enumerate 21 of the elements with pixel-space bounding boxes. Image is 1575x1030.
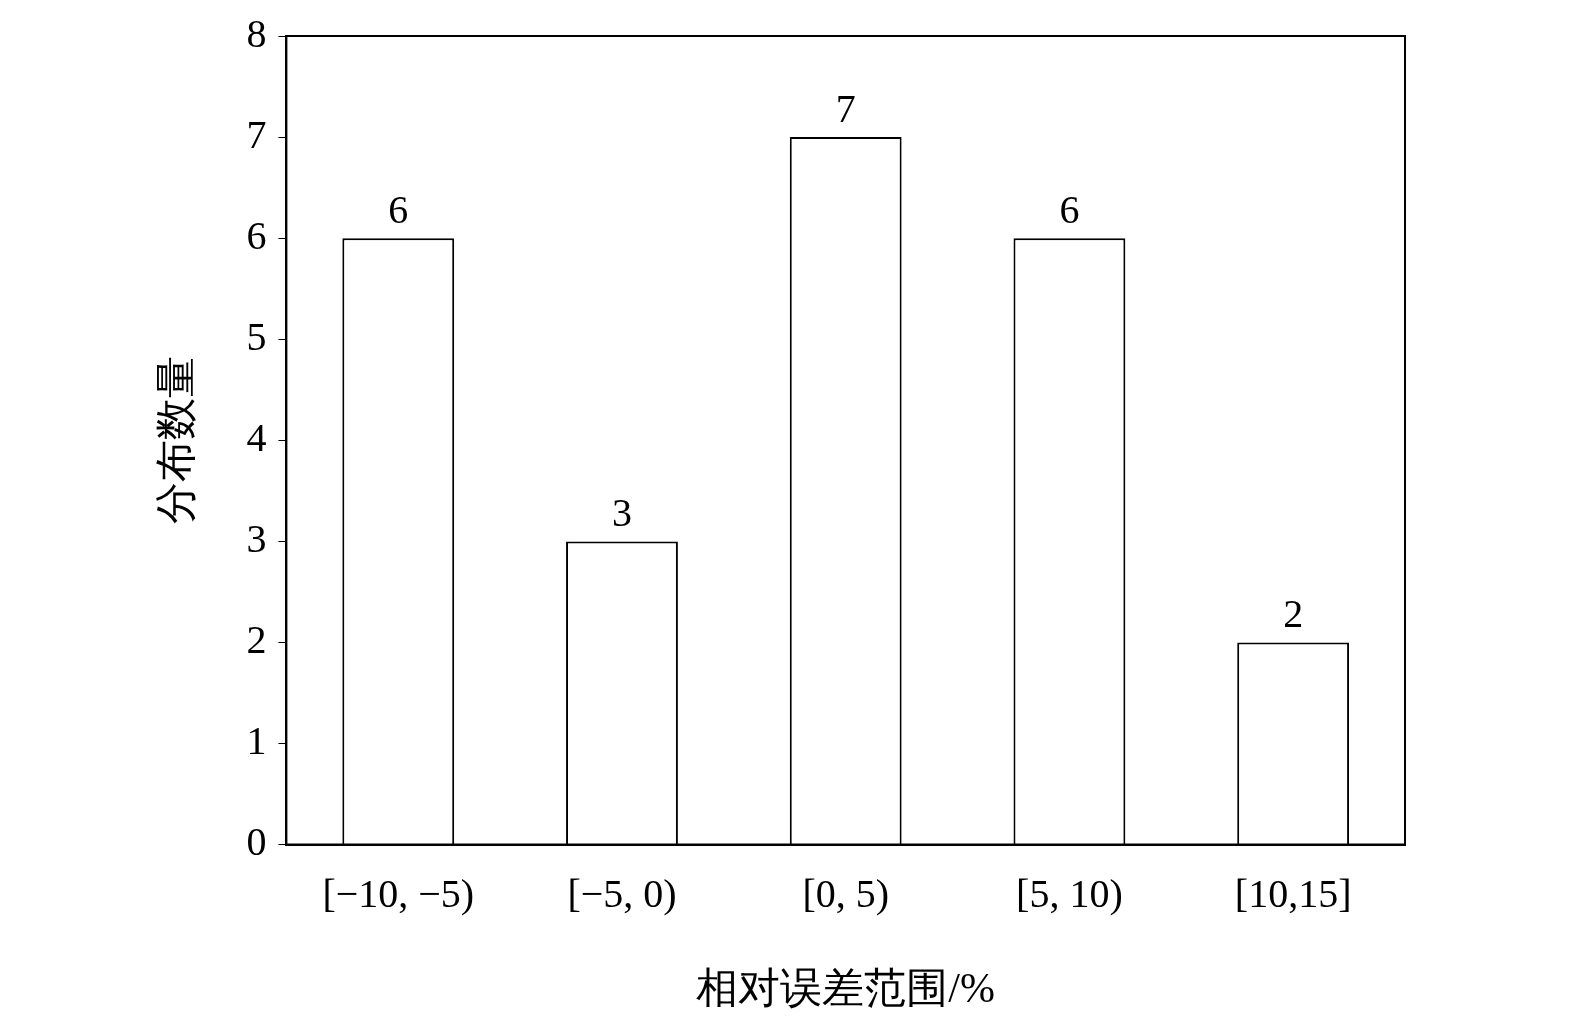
x-tick-label: [10,15] xyxy=(1234,871,1352,917)
x-tick-label: [5, 10) xyxy=(1016,871,1123,917)
y-tick-label: 0 xyxy=(246,819,267,865)
y-axis-title: 分布数量 xyxy=(153,356,200,525)
x-tick-label: [−5, 0) xyxy=(567,871,677,917)
y-tick-label: 8 xyxy=(246,10,267,56)
data-label: 6 xyxy=(1059,186,1080,232)
data-label: 3 xyxy=(611,489,632,535)
y-tick-label: 1 xyxy=(246,718,267,764)
x-axis-title: 相对误差范围/% xyxy=(696,964,996,1011)
data-label: 6 xyxy=(388,186,409,232)
data-label: 7 xyxy=(835,85,856,131)
x-tick-label: [0, 5) xyxy=(802,871,890,917)
x-tick-label: [−10, −5) xyxy=(322,871,475,917)
y-tick-label: 4 xyxy=(246,414,267,460)
y-tick-label: 7 xyxy=(246,111,267,157)
y-tick-label: 3 xyxy=(246,515,267,561)
data-label: 2 xyxy=(1283,590,1304,636)
y-tick-label: 6 xyxy=(246,212,267,258)
y-tick-label: 2 xyxy=(246,616,267,662)
y-tick-label: 5 xyxy=(246,313,267,359)
